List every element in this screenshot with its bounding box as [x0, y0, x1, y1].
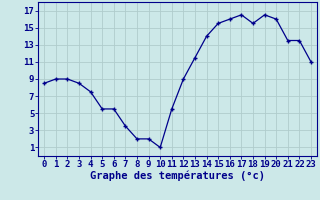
X-axis label: Graphe des températures (°c): Graphe des températures (°c) [90, 171, 265, 181]
